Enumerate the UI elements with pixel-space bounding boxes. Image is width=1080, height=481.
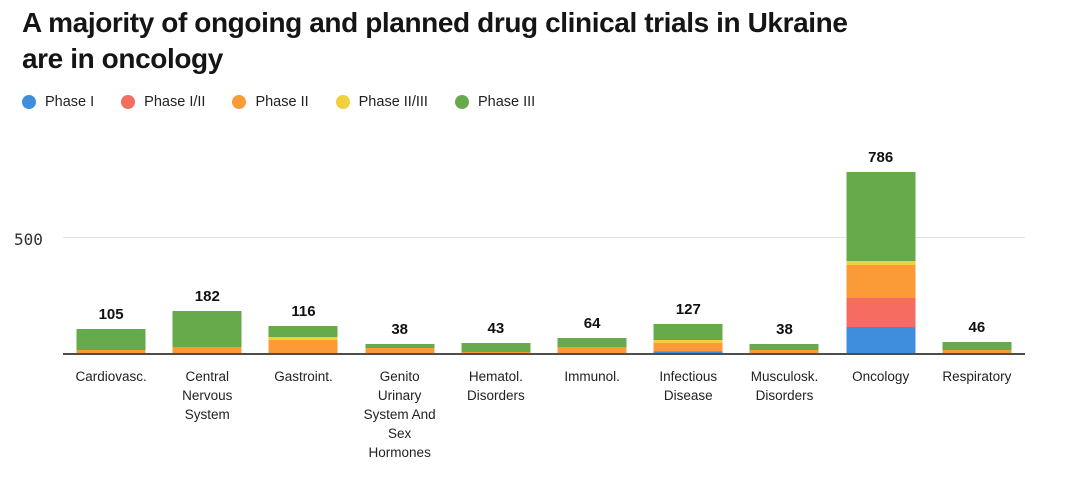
bar-segment-phase-ii-iii [846,260,916,265]
bar-segment-phase-iii [365,344,435,349]
bar-segment-phase-ii [942,350,1012,353]
bar-total-label: 43 [487,320,505,338]
bar-segment-phase-ii [846,264,916,299]
chart-title: A majority of ongoing and planned drug c… [22,7,848,74]
bar-stack [653,323,723,353]
bar-segment-phase-iii [172,311,242,348]
legend-item-phase-ii-iii: Phase II/III [335,94,428,110]
bar-segment-phase-iii [653,323,723,340]
bar-segment-phase-iii [268,326,338,337]
category-label: Genito Urinary System And Sex Hormones [363,369,436,460]
bar-segment-phase-i [653,351,723,353]
bar-segment-phase-ii-iii [268,336,338,340]
category-label: Infectious Disease [659,369,718,403]
legend-dot-phase-i-ii [121,95,136,109]
category-slot-hematol: 43 Hematol. Disorders [448,140,544,403]
legend-label: Phase II [255,94,309,110]
legend-item-phase-iii: Phase III [454,94,536,110]
legend-item-phase-i-ii: Phase I/II [121,94,205,110]
bar-stack [172,311,242,353]
category-slot-respiratory: 46 Respiratory [929,140,1025,384]
bar-segment-phase-ii [461,352,531,353]
bar-stack [268,326,338,353]
bar-segment-phase-iii [76,328,146,350]
bar-total-label: 38 [776,321,793,339]
category-label: Cardiovasc. [75,369,147,384]
category-slot-genito: 38 Genito Urinary System And Sex Hormones [352,140,448,460]
legend-label: Phase II/III [358,94,428,110]
legend: Phase I Phase I/II Phase II Phase II/III Pha… [22,94,535,110]
bar-segment-phase-iii [557,338,627,348]
bar-segment-phase-ii [365,348,435,353]
category-slot-gastroint: 116 Gastroint. [255,140,351,384]
legend-label: Phase III [477,94,536,110]
bar-total-label: 105 [98,305,124,323]
bar-stack [461,343,531,353]
bar-stack [365,344,435,353]
legend-dot-phase-ii [232,95,247,109]
bar-segment-phase-ii-iii [653,339,723,344]
legend-item-phase-ii: Phase II [232,94,309,110]
bar-segment-phase-iii [846,172,916,261]
bar-stack [749,344,819,353]
category-slot-immunol: 64 Immunol. [544,140,640,384]
bar-stack [557,338,627,353]
legend-label: Phase I/II [144,94,206,110]
bar-total-label: 786 [868,149,894,167]
legend-label: Phase I [45,94,95,110]
category-label: Gastroint. [274,369,333,384]
legend-dot-phase-ii-iii [335,95,350,109]
bar-segment-phase-ii [557,347,627,353]
bar-segment-phase-iii [461,343,531,353]
bar-segment-phase-i [846,327,916,353]
legend-dot-phase-i [22,95,36,109]
category-slot-infectious: 127 Infectious Disease [640,140,736,403]
category-slot-oncology: 786 Oncology [833,140,929,384]
category-label: Immunol. [564,369,620,384]
bar-stack [76,328,146,353]
gridline-500 [63,237,1025,238]
bar-stack [942,342,1012,353]
bar-total-label: 38 [391,321,409,339]
bar-total-label: 64 [583,315,601,333]
category-slot-cardiovasc: 105 Cardiovasc. [63,140,159,384]
legend-dot-phase-iii [454,95,469,109]
category-label: Central Nervous System [182,369,233,422]
legend-item-phase-i: Phase I [22,94,94,110]
plot-area: 105 Cardiovasc. 182 Central Nervous System 1… [63,140,1025,460]
bar-segment-phase-i-ii [846,298,916,328]
bar-segment-phase-iii [942,342,1012,351]
category-slot-musculosk: 38 Musculosk. Disorders [736,140,832,403]
bar-segment-phase-ii [653,343,723,351]
bar-segment-phase-i-ii [653,350,723,352]
category-slot-central: 182 Central Nervous System [159,140,255,422]
category-label: Oncology [852,369,910,384]
bar-total-label: 127 [675,300,701,318]
bar-stack [846,172,916,353]
bar-total-label: 116 [291,303,316,321]
bar-segment-phase-ii [749,350,819,353]
bar-total-label: 182 [194,288,220,306]
bar-segment-phase-ii [76,349,146,353]
category-label: Respiratory [942,369,1012,384]
category-label: Hematol. Disorders [467,369,525,403]
y-axis-tick-500: 500 [14,230,43,249]
bar-segment-phase-ii [172,347,242,353]
bar-segment-phase-ii [268,339,338,353]
bar-total-label: 46 [968,319,986,337]
bar-segment-phase-iii [749,344,819,351]
category-label: Musculosk. Disorders [750,369,819,403]
